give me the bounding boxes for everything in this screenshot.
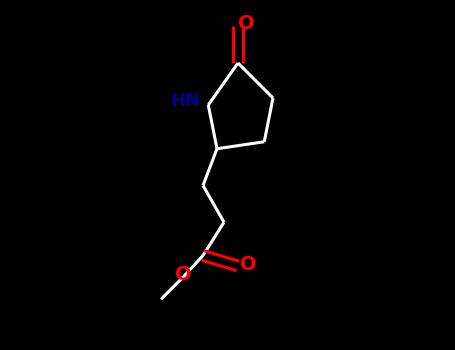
Text: O: O xyxy=(176,265,192,284)
Text: HN: HN xyxy=(171,92,201,111)
Text: O: O xyxy=(240,255,257,274)
Text: O: O xyxy=(238,14,255,33)
